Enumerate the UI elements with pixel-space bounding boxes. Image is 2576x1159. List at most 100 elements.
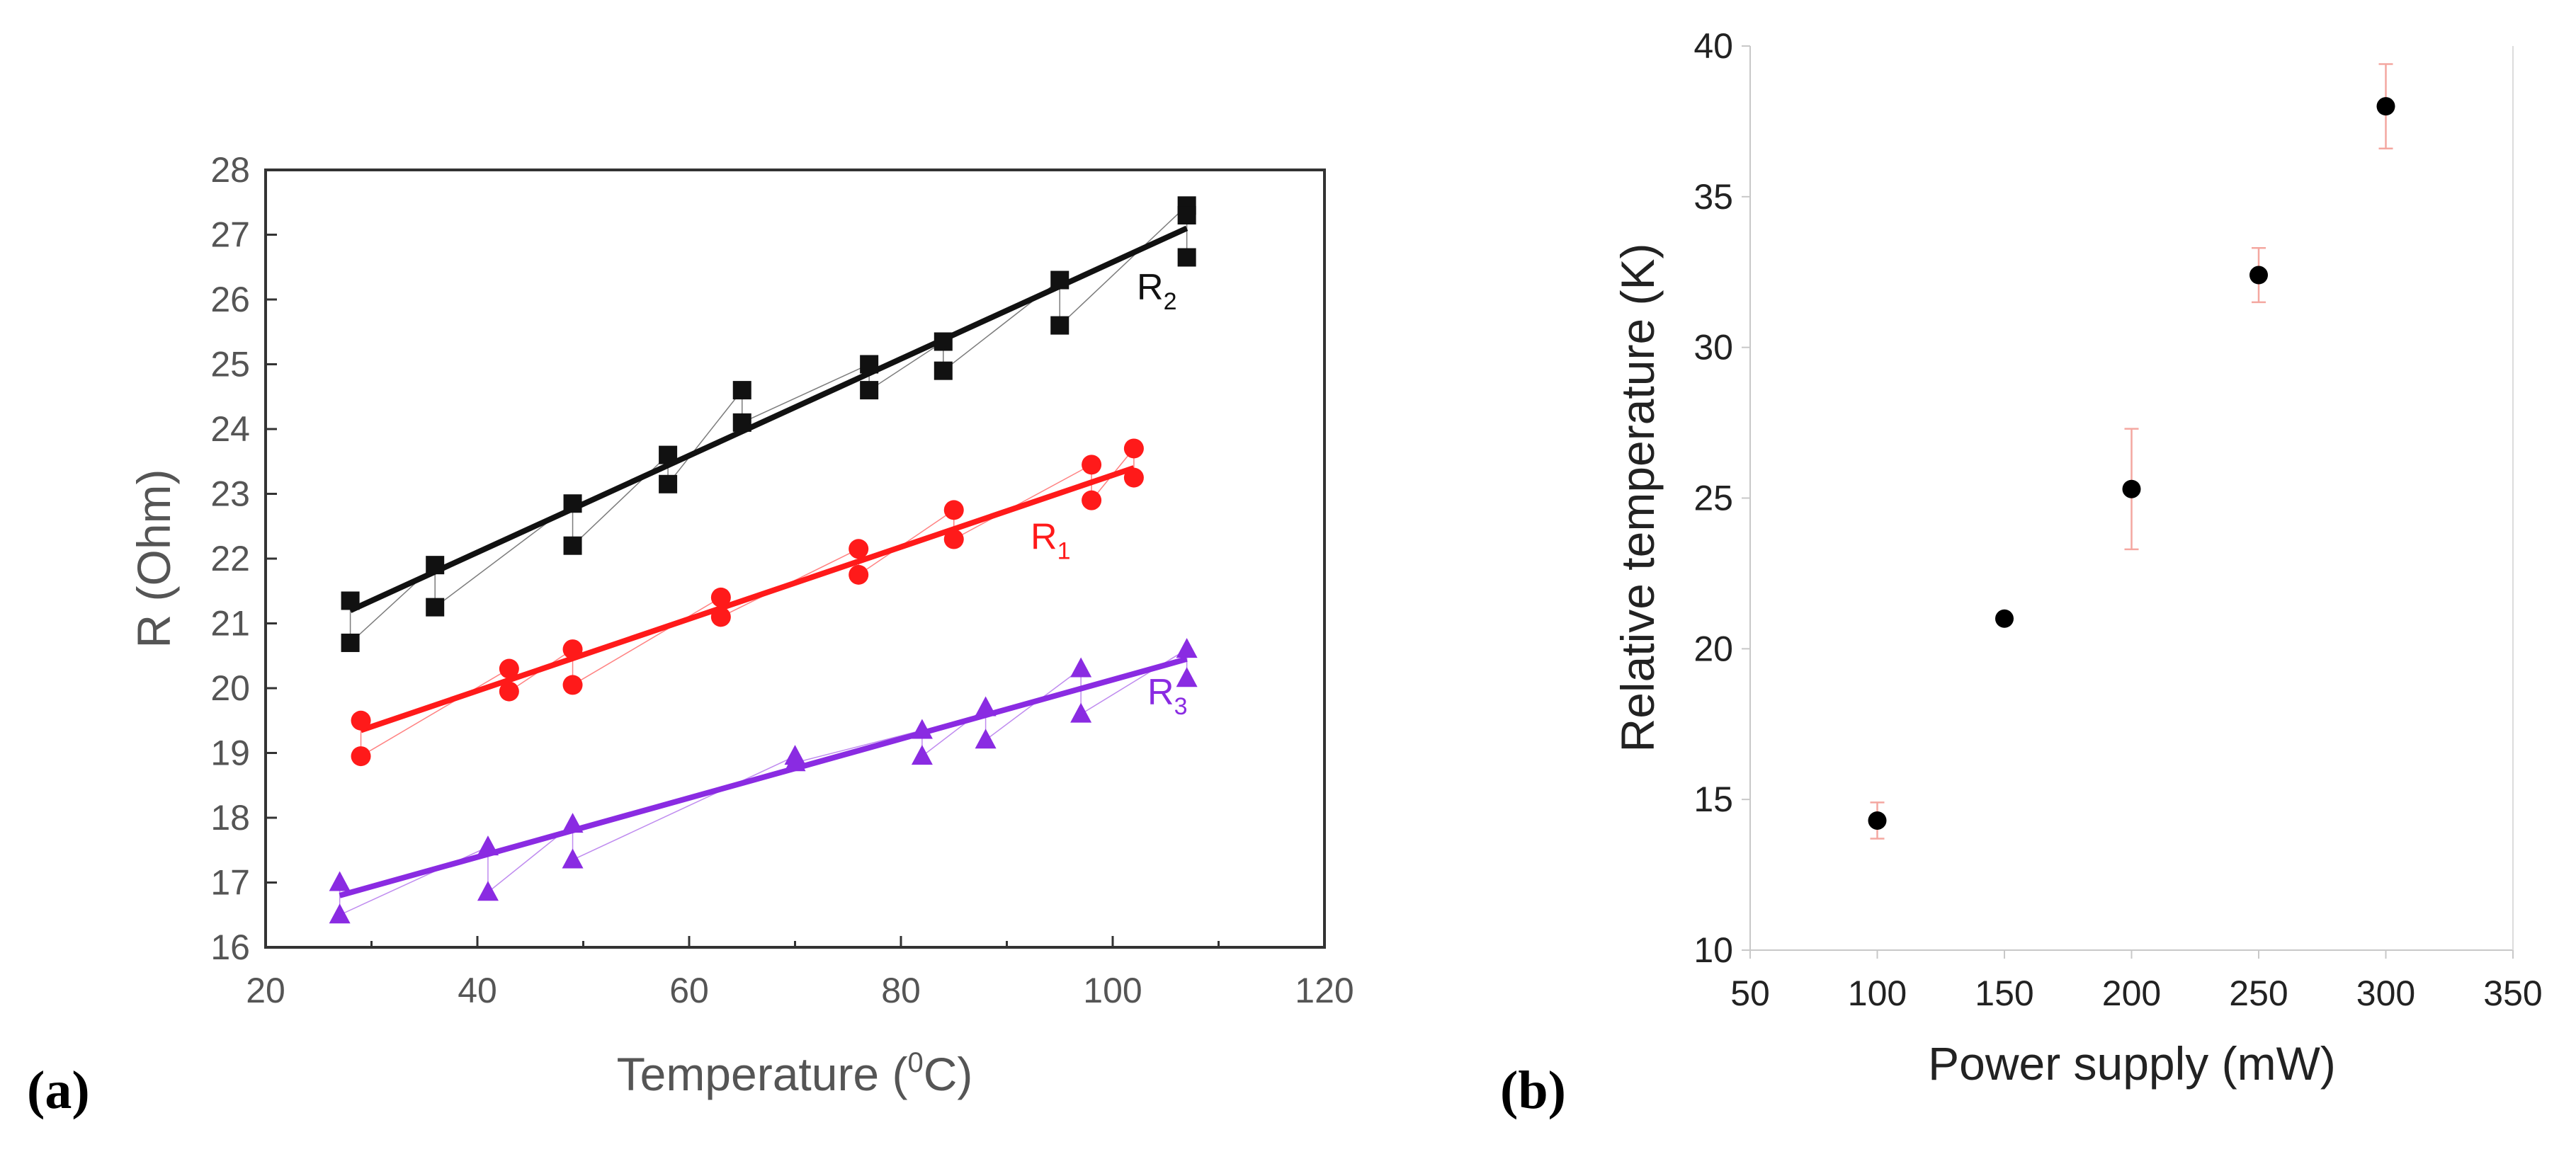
panel-a-point bbox=[329, 871, 351, 891]
panel-a-data-points: R2 R1 R3 bbox=[329, 196, 1198, 924]
panel-a-y-tick-label: 25 bbox=[210, 345, 250, 384]
panel-a-x-tick-label: 100 bbox=[1083, 971, 1142, 1010]
panel-a-point bbox=[732, 381, 751, 400]
panel-a-point bbox=[934, 332, 953, 351]
panel-a-fit-line-R2 bbox=[348, 225, 1188, 613]
panel-b-y-tick-label: 20 bbox=[1693, 629, 1733, 668]
panel-a-point bbox=[351, 710, 371, 731]
panel-a-axis-ticks: 20 40 60 80 100 120 16 17 18 19 20 21 22 23 24 25 26 27 28 bbox=[210, 150, 1354, 1010]
panel-b-x-axis-label: Power supply (mW) bbox=[1928, 1037, 2336, 1090]
panel-b-x-tick-label: 300 bbox=[2356, 974, 2415, 1013]
panel-a-chart: 20 40 60 80 100 120 16 17 18 19 20 21 22 23 24 25 26 27 28… bbox=[27, 150, 1354, 1120]
panel-a-point bbox=[860, 381, 879, 400]
panel-a-series-label: R3 bbox=[1147, 672, 1187, 720]
panel-a-point bbox=[341, 591, 360, 610]
panel-b-x-tick-label: 200 bbox=[2102, 974, 2161, 1013]
panel-a-point bbox=[1123, 438, 1144, 459]
panel-a-trace-R1 bbox=[360, 447, 1135, 758]
panel-b-y-tick-label: 40 bbox=[1693, 26, 1733, 66]
panel-a-point bbox=[784, 751, 806, 772]
panel-a-point bbox=[1082, 455, 1102, 475]
panel-a-point bbox=[1177, 248, 1196, 267]
panel-a-y-tick-label: 28 bbox=[210, 150, 250, 190]
panel-a-fit-lines bbox=[339, 204, 1188, 916]
panel-b-point bbox=[1995, 609, 2014, 628]
panel-a-point bbox=[562, 813, 584, 833]
panel-a-point bbox=[943, 529, 964, 549]
panel-a-point bbox=[351, 746, 371, 767]
panel-b-x-tick-label: 100 bbox=[1848, 974, 1907, 1013]
panel-a-point bbox=[975, 696, 997, 716]
panel-a-fit-line-R1 bbox=[360, 465, 1135, 733]
panel-b-letter: (b) bbox=[1500, 1061, 1566, 1120]
panel-a-point bbox=[563, 494, 582, 513]
panel-b-chart: 50 100 150 200 250 300 350 10 15 20 25 30 35 40 Power… bbox=[1500, 26, 2543, 1120]
panel-a-point bbox=[975, 729, 997, 749]
panel-a-point bbox=[732, 413, 751, 432]
panel-b-point bbox=[2122, 479, 2141, 498]
panel-a-y-tick-label: 20 bbox=[210, 668, 250, 708]
panel-a-y-tick-label: 23 bbox=[210, 474, 250, 514]
panel-a-point bbox=[329, 903, 351, 924]
panel-a-point bbox=[1070, 702, 1092, 723]
panel-a-point bbox=[710, 607, 731, 627]
panel-a-point bbox=[849, 539, 869, 559]
panel-b-point bbox=[2376, 97, 2395, 116]
panel-a-point bbox=[562, 675, 583, 695]
panel-a-point bbox=[860, 355, 879, 374]
panel-a-y-tick-label: 18 bbox=[210, 798, 250, 838]
panel-a-y-tick-label: 21 bbox=[210, 604, 250, 644]
panel-a-y-tick-label: 22 bbox=[210, 539, 250, 578]
panel-a-point bbox=[562, 848, 584, 869]
panel-a-x-tick-label: 20 bbox=[246, 971, 285, 1010]
panel-a-point bbox=[499, 658, 519, 679]
panel-a-point bbox=[911, 719, 933, 739]
panel-a-point bbox=[911, 745, 933, 765]
panel-b-x-tick-label: 50 bbox=[1730, 974, 1770, 1013]
panel-a-letter: (a) bbox=[27, 1061, 90, 1120]
panel-b-y-tick-label: 25 bbox=[1693, 479, 1733, 518]
panel-a-point bbox=[849, 564, 869, 585]
panel-a-y-tick-label: 27 bbox=[210, 215, 250, 255]
panel-a-point bbox=[1176, 638, 1198, 658]
panel-a-point bbox=[341, 633, 360, 652]
panel-a-y-tick-label: 19 bbox=[210, 733, 250, 773]
panel-a-y-axis-label: R (Ohm) bbox=[127, 469, 180, 649]
panel-a-point bbox=[563, 536, 582, 555]
panel-b-point bbox=[1868, 811, 1887, 830]
panel-a-point bbox=[1050, 316, 1069, 335]
panel-b-y-tick-label: 35 bbox=[1693, 177, 1733, 217]
panel-a-point bbox=[1050, 270, 1069, 290]
panel-a-y-tick-label: 24 bbox=[210, 409, 250, 449]
panel-a-y-tick-label: 17 bbox=[210, 863, 250, 903]
panel-a-x-tick-label: 80 bbox=[881, 971, 921, 1010]
panel-a-x-tick-label: 60 bbox=[669, 971, 709, 1010]
panel-b-x-tick-label: 150 bbox=[1975, 974, 2033, 1013]
panel-a-point bbox=[426, 598, 445, 617]
panel-b-y-axis-label: Relative temperature (K) bbox=[1611, 244, 1664, 753]
panel-b-y-tick-label: 15 bbox=[1693, 780, 1733, 819]
panel-a-point bbox=[1070, 657, 1092, 678]
panel-a-x-tick-label: 120 bbox=[1295, 971, 1354, 1010]
panel-a-point bbox=[426, 556, 445, 575]
panel-a-series-label: R2 bbox=[1137, 267, 1176, 315]
panel-b-x-tick-label: 250 bbox=[2229, 974, 2288, 1013]
panel-a-point bbox=[562, 639, 583, 660]
panel-a-point bbox=[659, 474, 678, 493]
panel-a-trace-R3 bbox=[339, 648, 1188, 916]
panel-a-point bbox=[659, 445, 678, 464]
panel-a-point bbox=[710, 587, 731, 607]
panel-a-fit-line-R3 bbox=[339, 656, 1188, 898]
panel-a-point bbox=[1123, 467, 1144, 488]
panel-a-point bbox=[1176, 667, 1198, 687]
panel-a-point bbox=[477, 835, 499, 856]
panel-b-y-tick-label: 10 bbox=[1693, 930, 1733, 970]
panel-b-y-tick-label: 30 bbox=[1693, 328, 1733, 367]
panel-b-x-tick-label: 350 bbox=[2483, 974, 2542, 1013]
panel-b-point bbox=[2249, 266, 2268, 285]
panel-a-point bbox=[499, 681, 519, 702]
panel-a-plot-frame bbox=[264, 169, 1326, 949]
panel-a-y-tick-label: 26 bbox=[210, 280, 250, 319]
panel-a-point bbox=[1177, 206, 1196, 225]
